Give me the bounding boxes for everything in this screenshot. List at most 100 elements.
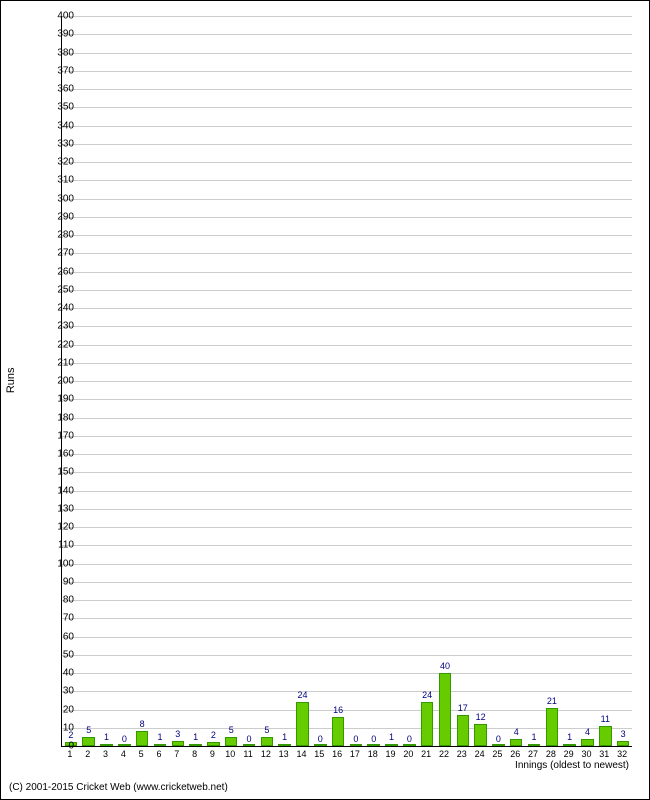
- copyright-text: (C) 2001-2015 Cricket Web (www.cricketwe…: [9, 782, 228, 793]
- bar-value-label: 1: [104, 732, 109, 742]
- ytick-label: 340: [34, 120, 74, 131]
- ytick-label: 300: [34, 193, 74, 204]
- xtick-label: 30: [581, 749, 591, 759]
- gridline: [62, 16, 632, 17]
- gridline: [62, 272, 632, 273]
- bar-value-label: 16: [333, 705, 343, 715]
- gridline: [62, 637, 632, 638]
- xtick-label: 21: [421, 749, 431, 759]
- ytick-label: 220: [34, 339, 74, 350]
- ytick-label: 160: [34, 449, 74, 460]
- xtick-label: 13: [279, 749, 289, 759]
- gridline: [62, 527, 632, 528]
- bar: [314, 744, 326, 746]
- gridline: [62, 235, 632, 236]
- y-axis-title: Runs: [5, 367, 17, 393]
- ytick-label: 80: [34, 595, 74, 606]
- ytick-label: 40: [34, 668, 74, 679]
- ytick-label: 210: [34, 357, 74, 368]
- bar-value-label: 0: [371, 734, 376, 744]
- xtick-label: 11: [243, 749, 252, 759]
- xtick-label: 32: [617, 749, 627, 759]
- gridline: [62, 363, 632, 364]
- bar-value-label: 0: [122, 734, 127, 744]
- gridline: [62, 180, 632, 181]
- bar-value-label: 0: [496, 734, 501, 744]
- xtick-label: 14: [296, 749, 306, 759]
- xtick-label: 5: [139, 749, 144, 759]
- bar-value-label: 1: [282, 732, 287, 742]
- gridline: [62, 673, 632, 674]
- ytick-label: 320: [34, 157, 74, 168]
- gridline: [62, 545, 632, 546]
- bar-value-label: 17: [458, 703, 468, 713]
- ytick-label: 170: [34, 430, 74, 441]
- gridline: [62, 618, 632, 619]
- ytick-label: 310: [34, 175, 74, 186]
- bar-value-label: 2: [211, 730, 216, 740]
- chart-container: Runs 25108131250512401600102440171204121…: [0, 0, 650, 800]
- xtick-label: 8: [192, 749, 197, 759]
- bar-value-label: 5: [264, 725, 269, 735]
- ytick-label: 380: [34, 47, 74, 58]
- bar: [207, 742, 219, 746]
- gridline: [62, 582, 632, 583]
- bar-value-label: 0: [247, 734, 252, 744]
- bar: [439, 673, 451, 746]
- gridline: [62, 71, 632, 72]
- gridline: [62, 34, 632, 35]
- bar: [225, 737, 237, 746]
- xtick-label: 7: [174, 749, 179, 759]
- xtick-label: 23: [457, 749, 467, 759]
- xtick-label: 28: [546, 749, 556, 759]
- gridline: [62, 418, 632, 419]
- ytick-label: 60: [34, 631, 74, 642]
- ytick-label: 390: [34, 29, 74, 40]
- bar-value-label: 21: [547, 696, 557, 706]
- bar: [403, 744, 415, 746]
- gridline: [62, 491, 632, 492]
- bar-value-label: 11: [601, 714, 610, 724]
- bar-value-label: 8: [140, 719, 145, 729]
- ytick-label: 190: [34, 394, 74, 405]
- gridline: [62, 436, 632, 437]
- bar: [136, 731, 148, 746]
- xtick-label: 2: [85, 749, 90, 759]
- xtick-label: 19: [386, 749, 396, 759]
- bar-value-label: 4: [585, 727, 590, 737]
- bar: [332, 717, 344, 746]
- ytick-label: 10: [34, 722, 74, 733]
- ytick-label: 150: [34, 467, 74, 478]
- bar-value-label: 5: [86, 725, 91, 735]
- ytick-label: 360: [34, 84, 74, 95]
- gridline: [62, 454, 632, 455]
- bar-value-label: 0: [318, 734, 323, 744]
- bar: [154, 744, 166, 746]
- bar: [296, 702, 308, 746]
- ytick-label: 230: [34, 321, 74, 332]
- ytick-label: 120: [34, 522, 74, 533]
- gridline: [62, 509, 632, 510]
- ytick-label: 100: [34, 558, 74, 569]
- bar: [100, 744, 112, 746]
- bar-value-label: 0: [407, 734, 412, 744]
- xtick-label: 1: [67, 749, 72, 759]
- bar: [172, 741, 184, 746]
- bar-value-label: 4: [514, 727, 519, 737]
- gridline: [62, 253, 632, 254]
- xtick-label: 4: [121, 749, 126, 759]
- bar: [243, 744, 255, 746]
- gridline: [62, 144, 632, 145]
- gridline: [62, 564, 632, 565]
- gridline: [62, 290, 632, 291]
- xtick-label: 17: [350, 749, 360, 759]
- ytick-label: 20: [34, 704, 74, 715]
- bar-value-label: 1: [157, 732, 162, 742]
- gridline: [62, 89, 632, 90]
- xtick-label: 22: [439, 749, 449, 759]
- gridline: [62, 326, 632, 327]
- xtick-label: 16: [332, 749, 342, 759]
- gridline: [62, 472, 632, 473]
- bar-value-label: 1: [532, 732, 537, 742]
- gridline: [62, 217, 632, 218]
